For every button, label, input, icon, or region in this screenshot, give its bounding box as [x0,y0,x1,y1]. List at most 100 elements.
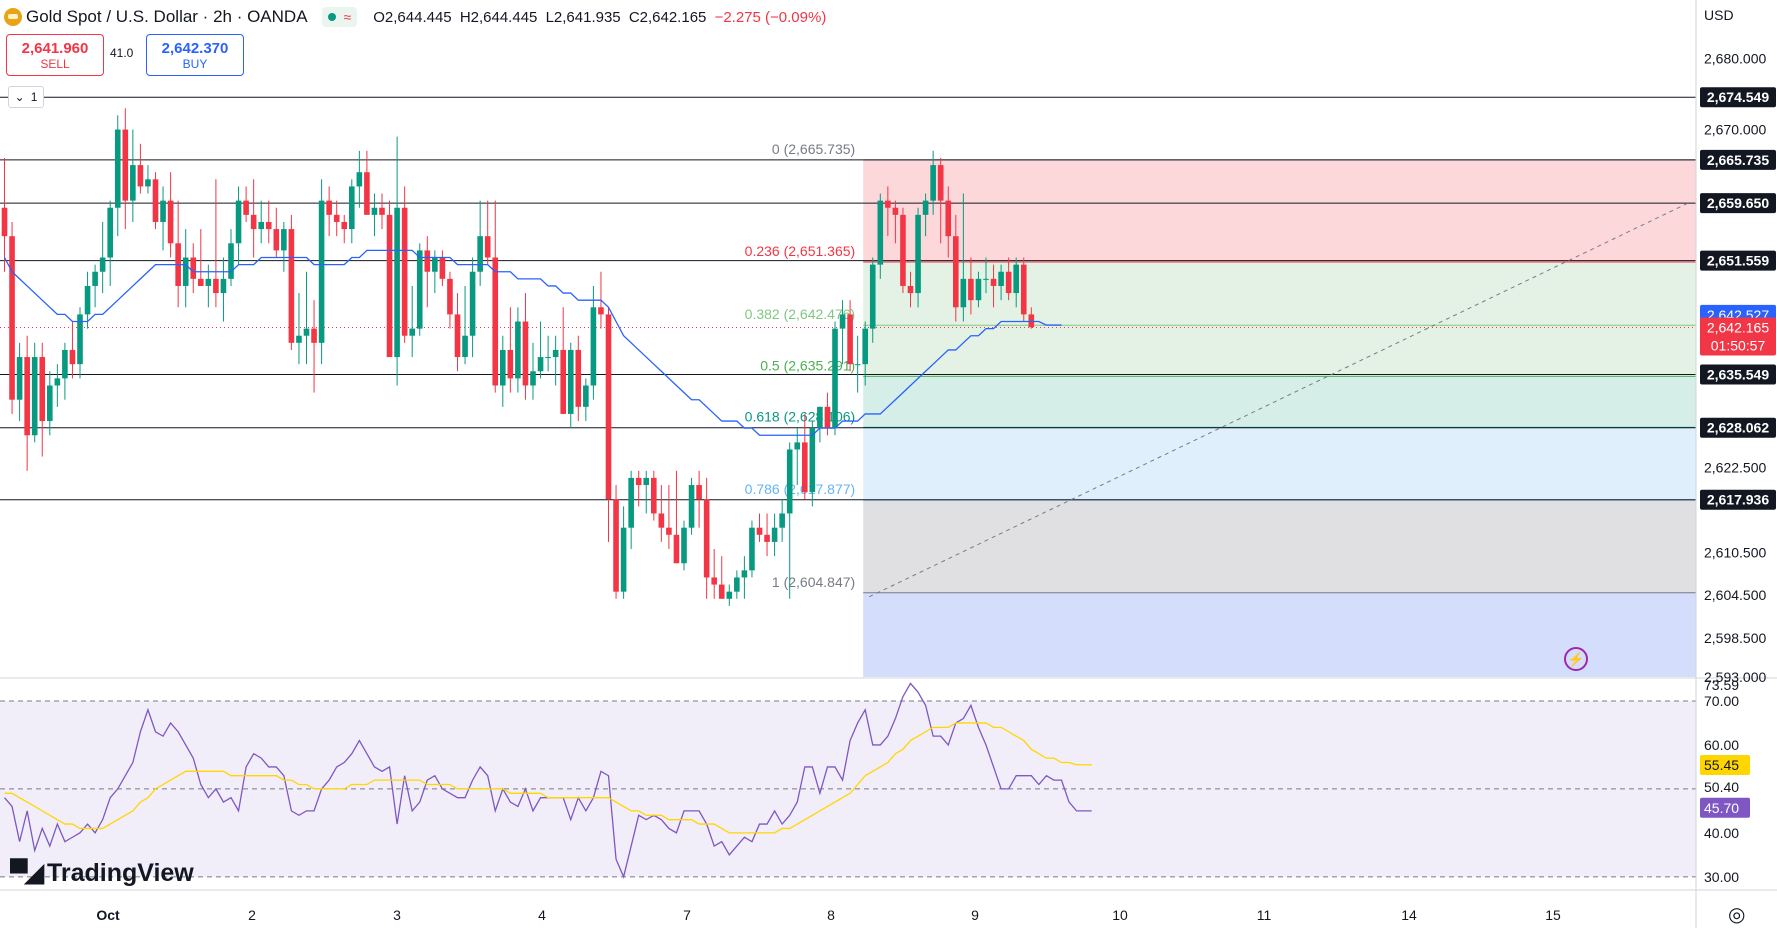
candle[interactable] [983,257,989,294]
currency-selector[interactable]: USD [1704,7,1734,23]
market-status[interactable]: ≈ [321,7,358,27]
candle[interactable] [756,513,763,542]
candle[interactable] [31,342,38,443]
candle[interactable] [114,115,121,237]
candle[interactable] [182,229,189,308]
candle[interactable] [794,428,801,486]
candle[interactable] [583,378,589,422]
candle[interactable] [265,200,272,244]
candle[interactable] [235,186,242,265]
candle[interactable] [371,193,378,237]
candle[interactable] [552,335,559,386]
candle[interactable] [288,214,295,350]
candle[interactable] [990,264,997,308]
candle[interactable] [228,229,234,286]
candle[interactable] [975,271,982,308]
candle[interactable] [258,200,264,244]
hline-price-label[interactable]: 2,628.062 [1700,417,1776,438]
candle[interactable] [537,321,544,379]
candle[interactable] [492,200,499,393]
candle[interactable] [424,236,431,308]
candle[interactable] [454,293,461,372]
candle[interactable] [869,257,876,343]
candle[interactable] [9,221,15,414]
candle[interactable] [507,307,514,393]
candle[interactable] [130,129,136,222]
candle[interactable] [673,470,680,564]
candle[interactable] [303,271,310,365]
candle[interactable] [469,257,476,358]
buy-button[interactable]: 2,642.370 BUY [146,34,244,76]
candle[interactable] [726,584,733,606]
candle[interactable] [711,549,717,599]
candle[interactable] [734,570,740,599]
hline-price-label[interactable]: 2,665.735 [1700,149,1776,170]
settings-icon[interactable]: ◎ [1728,904,1746,926]
candle[interactable] [930,150,936,215]
candle[interactable] [311,300,317,393]
candle[interactable] [484,200,491,265]
candle[interactable] [922,193,929,237]
candle[interactable] [575,335,582,422]
candle[interactable] [771,513,778,557]
candle[interactable] [318,179,325,365]
candle[interactable] [54,364,61,407]
candle[interactable] [605,307,612,542]
hline-price-label[interactable]: 2,635.549 [1700,364,1776,385]
candle[interactable] [764,513,770,557]
indicators-collapse-button[interactable]: ⌄ 1 [8,86,44,108]
candle[interactable] [658,485,665,542]
candle[interactable] [62,342,68,400]
candle[interactable] [190,243,197,294]
rsi-ma-line[interactable] [4,722,1092,834]
candle[interactable] [779,499,785,542]
symbol-title[interactable]: Gold Spot / U.S. Dollar · 2h · OANDA [26,7,308,26]
candle[interactable] [839,300,846,365]
candle[interactable] [92,264,98,308]
candle[interactable] [167,172,174,258]
candle[interactable] [703,477,710,599]
candle[interactable] [447,271,453,329]
candle[interactable] [968,257,974,315]
candle[interactable] [364,150,370,215]
candle[interactable] [688,477,695,535]
candle[interactable] [885,186,891,237]
candle[interactable] [802,413,808,500]
candle[interactable] [500,335,506,407]
candle[interactable] [122,108,129,230]
candle[interactable] [432,250,438,294]
candle[interactable] [1028,307,1035,329]
candle[interactable] [1,157,8,272]
candle[interactable] [477,200,483,286]
candle[interactable] [1005,257,1012,301]
candle[interactable] [160,186,166,251]
hline-price-label[interactable]: 2,617.936 [1700,489,1776,510]
candle[interactable] [341,214,348,244]
candle[interactable] [998,264,1004,301]
candle[interactable] [696,470,702,528]
candle[interactable] [915,207,921,308]
candle[interactable] [824,392,831,436]
candle[interactable] [386,200,393,358]
candle[interactable] [960,193,967,322]
candle[interactable] [175,200,181,308]
candle[interactable] [401,186,408,343]
candle[interactable] [198,229,204,286]
candle[interactable] [854,335,861,393]
candle[interactable] [786,442,793,599]
candle[interactable] [394,136,400,386]
hline-price-label[interactable]: 2,651.559 [1700,250,1776,271]
candle[interactable] [945,186,952,258]
candle[interactable] [107,200,113,286]
candle[interactable] [145,165,151,194]
candle[interactable] [416,243,423,336]
candle[interactable] [409,285,415,358]
candle[interactable] [832,321,838,436]
candle[interactable] [620,506,627,599]
moving-average-line[interactable] [3,249,1062,436]
candle[interactable] [69,321,76,379]
candle[interactable] [205,264,212,308]
candle[interactable] [741,556,748,599]
candle[interactable] [349,179,355,244]
